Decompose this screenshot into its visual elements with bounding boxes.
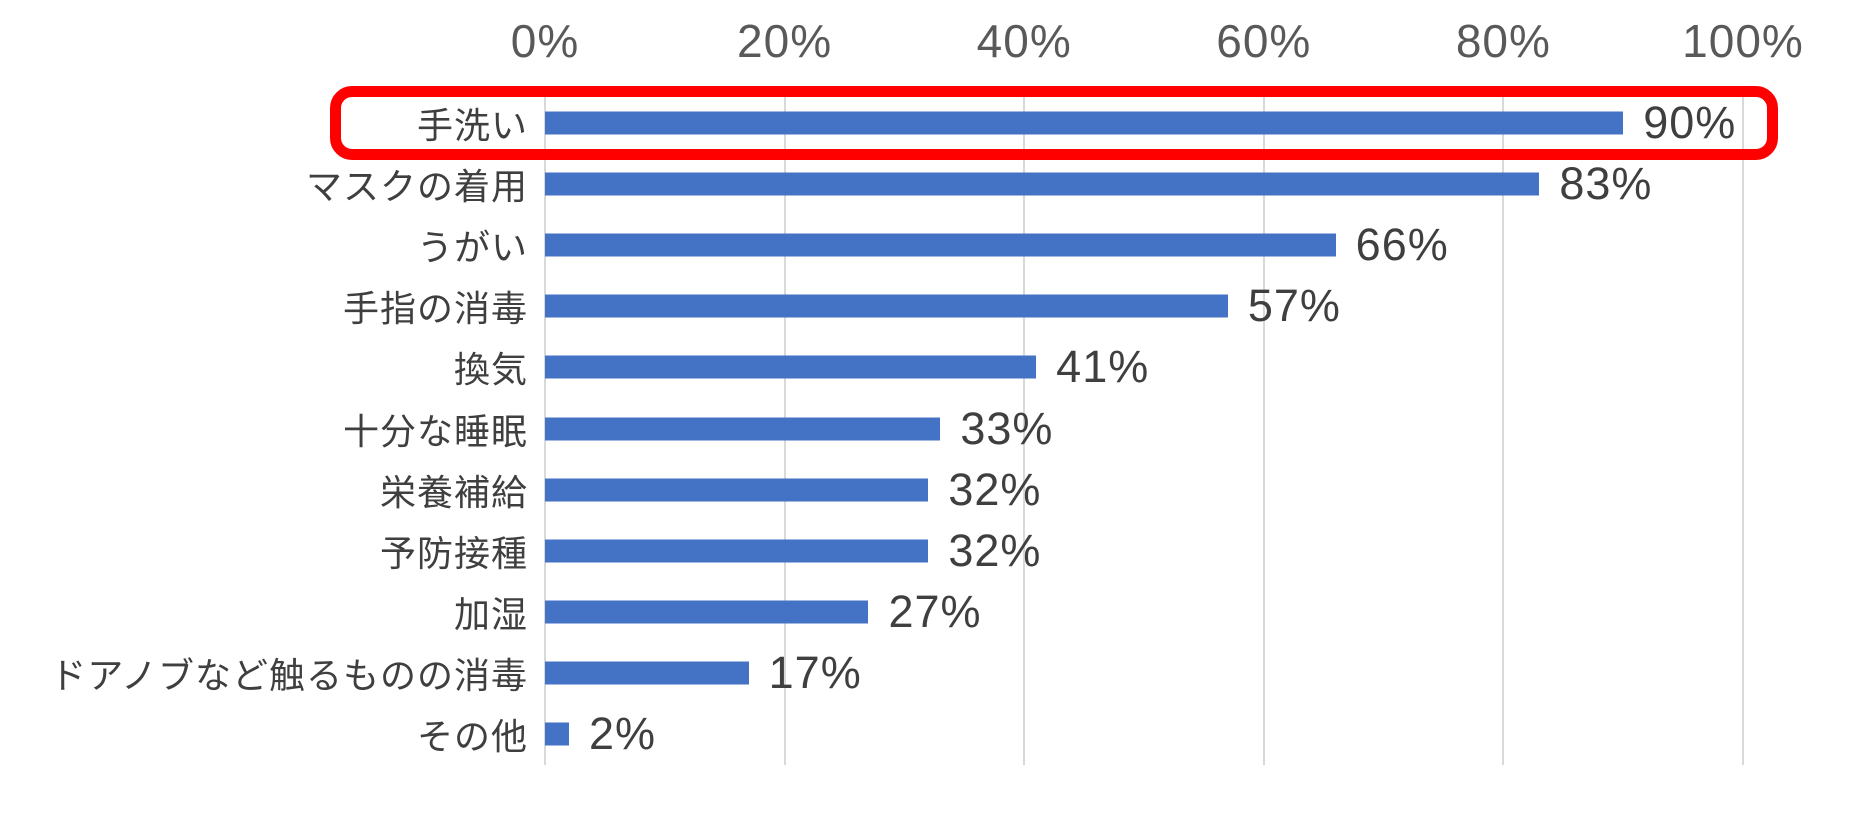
value-label: 57% [1247,280,1341,332]
x-axis-tick-label: 100% [1682,15,1804,67]
category-label: ドアノブなど触るものの消毒 [50,655,528,697]
gridline [1023,92,1026,765]
category-label: 十分な睡眠 [342,410,528,452]
bar [545,539,929,563]
bar [545,417,941,440]
bar [545,600,869,624]
x-axis-tick-label: 60% [1216,15,1312,67]
category-label: 加湿 [453,594,528,636]
category-label: その他 [416,716,528,758]
category-label: 換気 [453,349,528,391]
gridline [1742,92,1744,765]
value-label: 33% [960,402,1054,454]
x-axis-tick-label: 40% [976,15,1072,67]
value-label: 32% [948,524,1042,576]
category-label: 手洗い [416,104,528,146]
bar [545,478,929,502]
bar [545,111,1624,135]
bar [545,661,749,685]
x-axis-tick-label: 0% [510,15,580,67]
bar [545,722,569,746]
value-label: 41% [1056,341,1150,393]
gridline [1262,92,1265,765]
value-label: 17% [768,647,862,699]
x-axis-tick-label: 20% [737,15,833,67]
bar [545,355,1037,379]
value-label: 90% [1643,96,1737,148]
category-label: 栄養補給 [379,471,528,513]
bar [545,294,1228,318]
value-label: 32% [948,463,1042,515]
x-axis-tick-label: 80% [1455,15,1551,67]
category-label: 手指の消毒 [342,288,528,330]
bar [545,233,1336,257]
value-label: 66% [1355,218,1449,270]
category-label: マスクの着用 [305,165,528,207]
category-label: 予防接種 [379,532,528,574]
value-label: 83% [1559,157,1653,209]
value-label: 2% [588,708,656,760]
category-label: うがい [416,226,528,268]
gridline [1502,92,1505,765]
value-label: 27% [888,586,982,638]
bar [545,172,1540,196]
